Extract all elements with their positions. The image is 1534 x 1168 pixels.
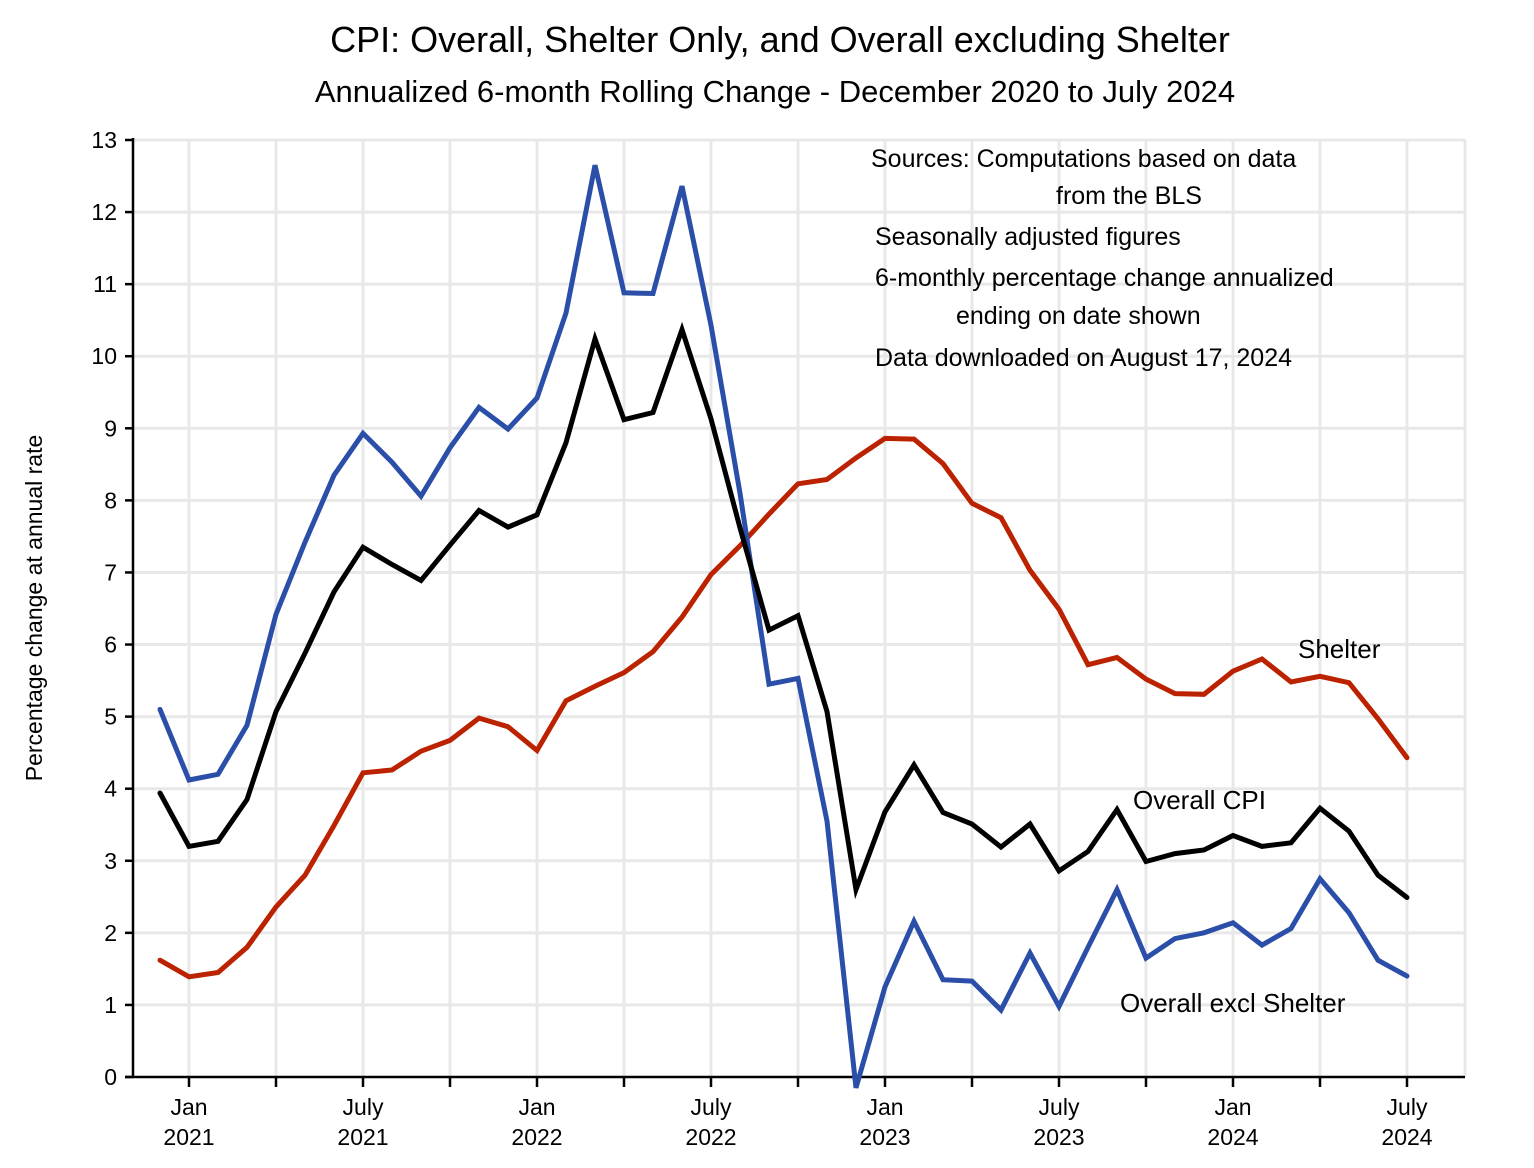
series-label-overall-cpi: Overall CPI xyxy=(1133,785,1266,815)
y-tick-label: 1 xyxy=(104,992,117,1018)
series-line-shelter xyxy=(157,435,1410,980)
x-tick-label-month: July xyxy=(1387,1094,1428,1120)
y-tick-label: 3 xyxy=(104,848,117,874)
series-line-overall-excl-shelter xyxy=(157,164,1410,1089)
x-tick-label-month: Jan xyxy=(518,1094,555,1120)
note-sources: Sources: Computations based on data xyxy=(871,145,1296,173)
x-tick-label-month: July xyxy=(691,1094,732,1120)
x-tick-label-year: 2022 xyxy=(685,1124,736,1150)
x-tick-label-year: 2021 xyxy=(163,1124,214,1150)
x-tick-label-month: Jan xyxy=(1214,1094,1251,1120)
y-tick-label: 2 xyxy=(104,920,117,946)
y-tick-label: 7 xyxy=(104,559,117,585)
x-tick-label-year: 2024 xyxy=(1207,1124,1258,1150)
y-tick-label: 13 xyxy=(91,127,117,153)
source-notes: Sources: Computations based on data from… xyxy=(871,145,1334,372)
note-ending: ending on date shown xyxy=(956,302,1201,330)
note-bls: from the BLS xyxy=(1056,182,1202,210)
grid-lines xyxy=(133,138,1467,1077)
x-tick-label-year: 2023 xyxy=(859,1124,910,1150)
axes xyxy=(125,138,1465,1087)
x-tick-label-year: 2023 xyxy=(1033,1124,1084,1150)
x-tick-label-year: 2022 xyxy=(511,1124,562,1150)
note-seasonal: Seasonally adjusted figures xyxy=(875,223,1181,251)
series-label-shelter: Shelter xyxy=(1298,634,1381,664)
y-tick-label: 12 xyxy=(91,199,117,225)
chart-subtitle: Annualized 6-month Rolling Change - Dece… xyxy=(315,74,1235,109)
note-download: Data downloaded on August 17, 2024 xyxy=(875,344,1292,372)
y-tick-label: 8 xyxy=(104,487,117,513)
x-tick-label-year: 2024 xyxy=(1381,1124,1432,1150)
y-tick-label: 4 xyxy=(104,776,117,802)
series-line-overall-cpi xyxy=(157,321,1410,900)
y-tick-label: 10 xyxy=(91,343,117,369)
y-tick-label: 11 xyxy=(93,271,117,297)
y-tick-label: 6 xyxy=(104,632,117,658)
x-tick-label-month: Jan xyxy=(170,1094,207,1120)
y-tick-label: 0 xyxy=(104,1064,117,1090)
x-tick-label-month: Jan xyxy=(866,1094,903,1120)
x-tick-label-year: 2021 xyxy=(337,1124,388,1150)
x-tick-label-month: July xyxy=(343,1094,384,1120)
y-axis-label: Percentage change at annual rate xyxy=(21,435,47,782)
x-tick-label-month: July xyxy=(1039,1094,1080,1120)
y-tick-label: 9 xyxy=(104,415,117,441)
series-label-overall-excl-shelter: Overall excl Shelter xyxy=(1120,988,1346,1018)
series-lines xyxy=(157,164,1410,1089)
chart-title: CPI: Overall, Shelter Only, and Overall … xyxy=(330,19,1230,60)
y-tick-label: 5 xyxy=(104,704,117,730)
x-tick-labels: Jan 2021 July 2021 Jan 2022 July 2022 Jan 2023 Jul… xyxy=(163,1094,1432,1150)
note-method: 6-monthly percentage change annualized xyxy=(875,264,1334,292)
